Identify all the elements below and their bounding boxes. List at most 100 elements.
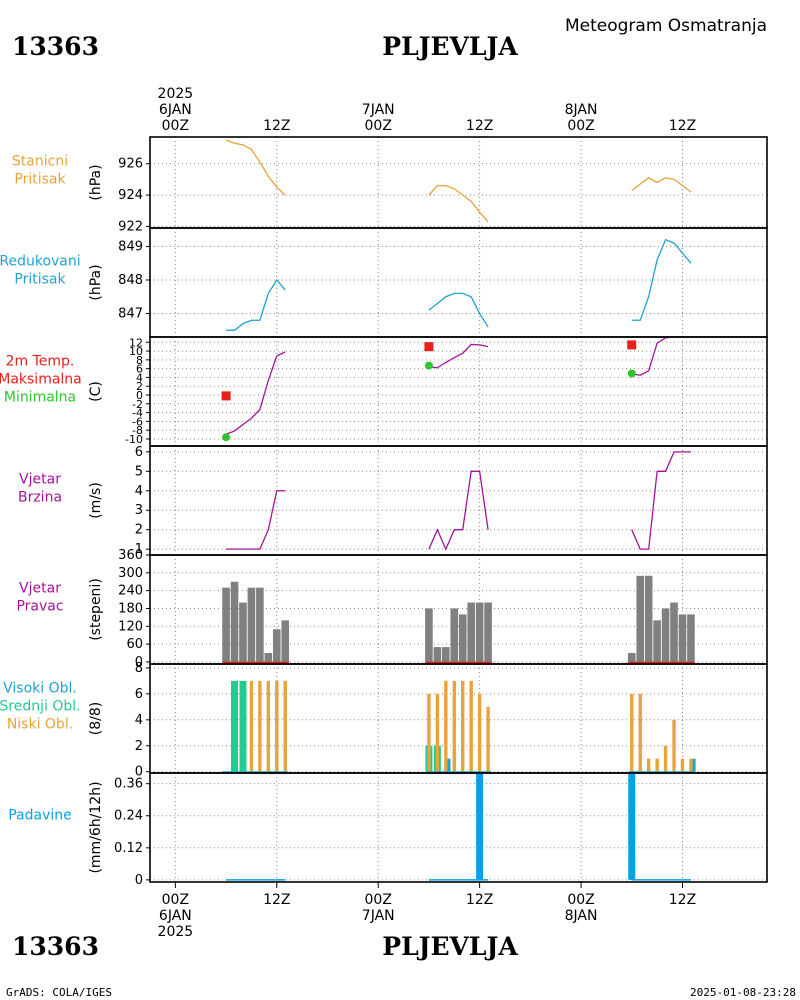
y-axis-label: (hPa) xyxy=(88,164,104,200)
panel-label: Pravac xyxy=(16,599,63,615)
time-label-bottom: 7JAN xyxy=(362,908,395,924)
software-credit: GrADS: COLA/IGES xyxy=(6,986,112,999)
wind-direction-bar xyxy=(239,602,247,662)
footer-station-id: 13363 xyxy=(12,932,99,961)
series-line xyxy=(631,451,691,550)
cloud-bar xyxy=(486,706,490,772)
cloud-bar xyxy=(477,693,482,772)
y-axis-label: (8/8) xyxy=(88,702,104,735)
wind-direction-bar xyxy=(653,620,661,662)
y-tick-label: 120 xyxy=(118,619,143,634)
time-label-top: 7JAN xyxy=(362,102,395,118)
series-line xyxy=(428,343,489,369)
wind-direction-bar xyxy=(230,581,239,662)
station-id: 13363 xyxy=(12,32,99,61)
panel-wind-speed: 6 5 4 3 2 1 (m/s) Vjetar Brzina xyxy=(18,445,768,557)
cloud-bar xyxy=(461,680,465,772)
y-tick-label: 922 xyxy=(118,219,143,234)
cloud-bar xyxy=(249,680,254,772)
time-label-top: 12Z xyxy=(263,118,290,134)
series-line xyxy=(631,177,692,193)
y-tick-label: -10 xyxy=(125,433,143,446)
y-axis-label: (hPa) xyxy=(88,264,104,300)
series-line xyxy=(428,184,489,223)
y-tick-label: 8 xyxy=(136,354,143,367)
time-label-top: 00Z xyxy=(365,118,392,134)
y-tick-label: 2 xyxy=(136,380,143,393)
time-label-top: 00Z xyxy=(162,118,189,134)
wind-direction-bar xyxy=(636,575,645,662)
wind-direction-bar xyxy=(661,608,670,662)
y-tick-label: 300 xyxy=(118,566,143,581)
product-title: Meteogram Osmatranja xyxy=(565,16,767,36)
cloud-bar xyxy=(239,680,247,772)
panel-label: 2m Temp. xyxy=(6,354,75,370)
cloud-bar xyxy=(452,680,456,772)
generation-timestamp: 2025-01-08-23:28 xyxy=(690,986,796,999)
wind-direction-bar xyxy=(450,608,459,662)
y-tick-label: 0 xyxy=(135,873,143,888)
y-tick-label: 0 xyxy=(135,655,143,670)
panel-label: Minimalna xyxy=(4,390,76,406)
y-tick-label: 6 xyxy=(135,445,143,460)
station-name: PLJEVLJA xyxy=(382,32,518,61)
wind-direction-bar xyxy=(256,587,264,662)
y-tick-label: 8 xyxy=(135,661,143,676)
wind-direction-bar xyxy=(475,602,484,662)
panel-label: Pritisak xyxy=(14,172,66,188)
time-label-bottom: 00Z xyxy=(365,892,392,908)
y-axis-label: (m/s) xyxy=(88,482,104,519)
panel-label: Vjetar xyxy=(19,472,61,488)
y-tick-label: 1 xyxy=(135,542,143,557)
time-label-bottom: 2025 xyxy=(158,924,194,940)
wind-direction-bar xyxy=(458,614,467,662)
time-label-top: 12Z xyxy=(466,118,493,134)
cloud-bar xyxy=(427,693,431,772)
time-label-top: 2025 xyxy=(158,86,194,102)
time-label-bottom: 00Z xyxy=(567,892,594,908)
panel-label: Srednji Obl. xyxy=(0,699,81,715)
y-tick-label: 10 xyxy=(129,345,143,358)
wind-direction-bar xyxy=(425,608,433,662)
wind-direction-bar xyxy=(670,602,678,662)
cloud-bar xyxy=(444,680,448,772)
y-tick-label: 847 xyxy=(118,307,143,322)
time-label-top: 12Z xyxy=(669,118,696,134)
series-line xyxy=(225,351,286,435)
tmax-marker xyxy=(627,340,637,350)
y-axis-label: (stepeni) xyxy=(88,578,104,641)
cloud-bar xyxy=(275,680,279,772)
wind-direction-bar xyxy=(247,587,256,662)
y-tick-label: 0.24 xyxy=(114,809,143,824)
y-tick-label: 60 xyxy=(126,637,143,652)
precip-bar xyxy=(628,773,636,880)
y-tick-label: 4 xyxy=(135,484,143,499)
wind-direction-bar xyxy=(627,653,636,662)
tmax-marker xyxy=(221,391,231,401)
y-tick-label: 2 xyxy=(135,523,143,538)
y-tick-label: 926 xyxy=(118,157,143,172)
y-tick-label: -8 xyxy=(132,424,143,437)
time-label-bottom: 6JAN xyxy=(159,908,192,924)
panel-label: Stanicni xyxy=(12,154,68,170)
panel-label: Redukovani xyxy=(0,254,81,270)
time-label-top: 6JAN xyxy=(159,102,192,118)
y-tick-label: 5 xyxy=(135,464,143,479)
cloud-bar xyxy=(435,693,440,772)
cloud-bar xyxy=(231,680,239,772)
series-line xyxy=(225,139,286,196)
cloud-bar xyxy=(672,719,676,772)
time-label-top: 8JAN xyxy=(565,102,598,118)
series-line xyxy=(428,292,489,328)
y-tick-label: 924 xyxy=(118,188,143,203)
y-tick-label: 240 xyxy=(118,584,143,599)
wind-direction-bar xyxy=(678,614,687,662)
panel-reduced-pressure: 849 848 847 (hPa) Redukovani Pritisak xyxy=(0,227,768,338)
y-axis-label: (C) xyxy=(88,381,104,402)
y-tick-label: 849 xyxy=(118,239,143,254)
series-line xyxy=(226,490,286,550)
y-tick-label: 0 xyxy=(135,765,143,780)
time-label-bottom: 8JAN xyxy=(565,908,598,924)
